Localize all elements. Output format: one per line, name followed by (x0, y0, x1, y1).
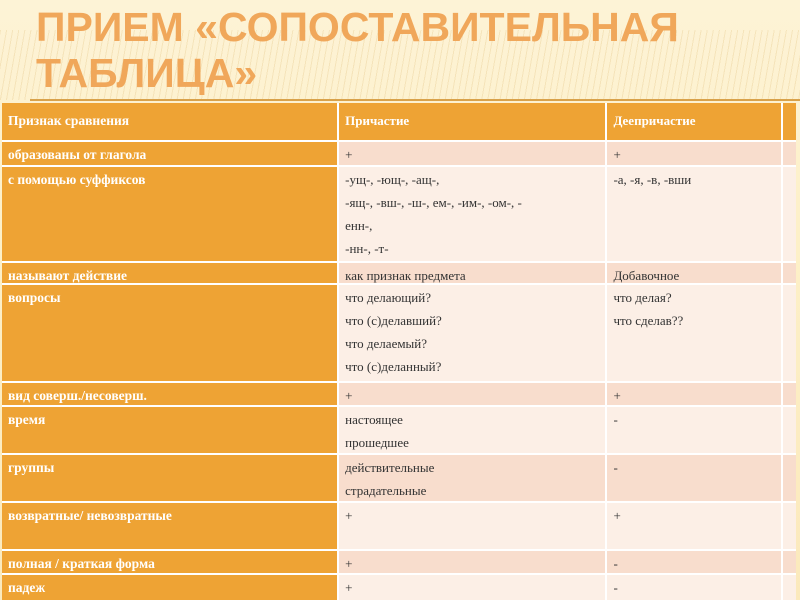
row-participle: + (339, 551, 606, 573)
row-participle: + (339, 142, 606, 165)
row-criterion: группы (2, 455, 338, 501)
participle-line: настоящее (345, 412, 403, 427)
row-criterion: вид соверш./несоверш. (2, 383, 338, 405)
participle-line: + (345, 580, 353, 595)
row-criterion: возвратные/ невозвратные (2, 503, 338, 549)
row-gerund: - (607, 575, 781, 600)
participle-line: -ущ-, -ющ-, -ащ-, (345, 172, 440, 187)
row-criterion: вопросы (2, 285, 338, 381)
participle-line: прошедшее (345, 435, 409, 450)
row-extra (783, 455, 796, 501)
table-row: образованы от глагола + + (2, 142, 796, 165)
row-gerund: + (607, 383, 781, 405)
row-gerund: - (607, 407, 781, 453)
row-criterion: образованы от глагола (2, 142, 338, 165)
row-criterion: полная / краткая форма (2, 551, 338, 573)
comparison-table: Признак сравнения Причастие Деепричастие… (2, 103, 796, 600)
row-participle: -ущ-, -ющ-, -ащ-, -ящ-, -вш-, -ш-, ем-, -… (339, 167, 606, 261)
table-row: возвратные/ невозвратные + + (2, 503, 796, 549)
gerund-line: + (613, 388, 621, 403)
row-criterion: время (2, 407, 338, 453)
row-extra (783, 383, 796, 405)
header-criterion: Признак сравнения (2, 103, 338, 140)
row-participle: действительные страдательные (339, 455, 606, 501)
row-participle: + (339, 383, 606, 405)
row-extra (783, 575, 796, 600)
table-row: полная / краткая форма + - (2, 551, 796, 573)
participle-line: что делаемый? (345, 336, 428, 351)
participle-line: + (345, 388, 353, 403)
participle-line: что (с)деланный? (345, 359, 442, 374)
row-extra (783, 503, 796, 549)
table-row: называют действие как признак предмета Доб… (2, 263, 796, 283)
row-criterion: падеж (2, 575, 338, 600)
row-gerund: Добавочное (607, 263, 781, 283)
row-participle: + (339, 503, 606, 549)
table-header-row: Признак сравнения Причастие Деепричастие (2, 103, 796, 140)
row-participle: + (339, 575, 606, 600)
row-extra (783, 285, 796, 381)
row-extra (783, 142, 796, 165)
gerund-line: - (613, 556, 618, 571)
row-gerund: что делая? что сделав?? (607, 285, 781, 381)
row-extra (783, 551, 796, 573)
background-stripes (0, 30, 800, 100)
gerund-line: Добавочное (613, 268, 680, 283)
table-row: время настоящее прошедшее - (2, 407, 796, 453)
row-gerund: + (607, 503, 781, 549)
row-participle: как признак предмета (339, 263, 606, 283)
row-extra (783, 407, 796, 453)
table-row: падеж + - (2, 575, 796, 600)
row-criterion: с помощью суффиксов (2, 167, 338, 261)
participle-line: как признак предмета (345, 268, 466, 283)
gerund-line: + (613, 147, 621, 162)
row-gerund: -а, -я, -в, -вши (607, 167, 781, 261)
gerund-line: что делая? (613, 290, 672, 305)
table-row: группы действительные страдательные - (2, 455, 796, 501)
participle-line: что делающий? (345, 290, 431, 305)
slide-title: ПРИЕМ «СОПОСТАВИТЕЛЬНАЯ ТАБЛИЦА» (36, 4, 679, 96)
table-row: с помощью суффиксов -ущ-, -ющ-, -ащ-, -ящ-… (2, 167, 796, 261)
row-extra (783, 263, 796, 283)
participle-line: страдательные (345, 483, 427, 498)
gerund-line: - (613, 580, 618, 595)
table-row: вопросы что делающий? что (с)делавший? что … (2, 285, 796, 381)
participle-line: -ящ-, -вш-, -ш-, ем-, -им-, -ом-, - (345, 195, 522, 210)
row-gerund: - (607, 551, 781, 573)
gerund-line: - (613, 412, 618, 427)
gerund-line: + (613, 508, 621, 523)
row-extra (783, 167, 796, 261)
gerund-line: что сделав?? (613, 313, 684, 328)
participle-line: действительные (345, 460, 435, 475)
participle-line: -нн-, -т- (345, 241, 389, 256)
row-participle: что делающий? что (с)делавший? что делаемы… (339, 285, 606, 381)
header-participle: Причастие (339, 103, 606, 140)
table-row: вид соверш./несоверш. + + (2, 383, 796, 405)
participle-line: + (345, 147, 353, 162)
gerund-line: -а, -я, -в, -вши (613, 172, 692, 187)
participle-line: енн-, (345, 218, 373, 233)
header-extra (783, 103, 796, 140)
row-gerund: - (607, 455, 781, 501)
gerund-line: - (613, 460, 618, 475)
participle-line: + (345, 508, 353, 523)
header-gerund: Деепричастие (607, 103, 781, 140)
title-divider (30, 99, 800, 101)
participle-line: что (с)делавший? (345, 313, 442, 328)
participle-line: + (345, 556, 353, 571)
row-gerund: + (607, 142, 781, 165)
row-participle: настоящее прошедшее (339, 407, 606, 453)
row-criterion: называют действие (2, 263, 338, 283)
